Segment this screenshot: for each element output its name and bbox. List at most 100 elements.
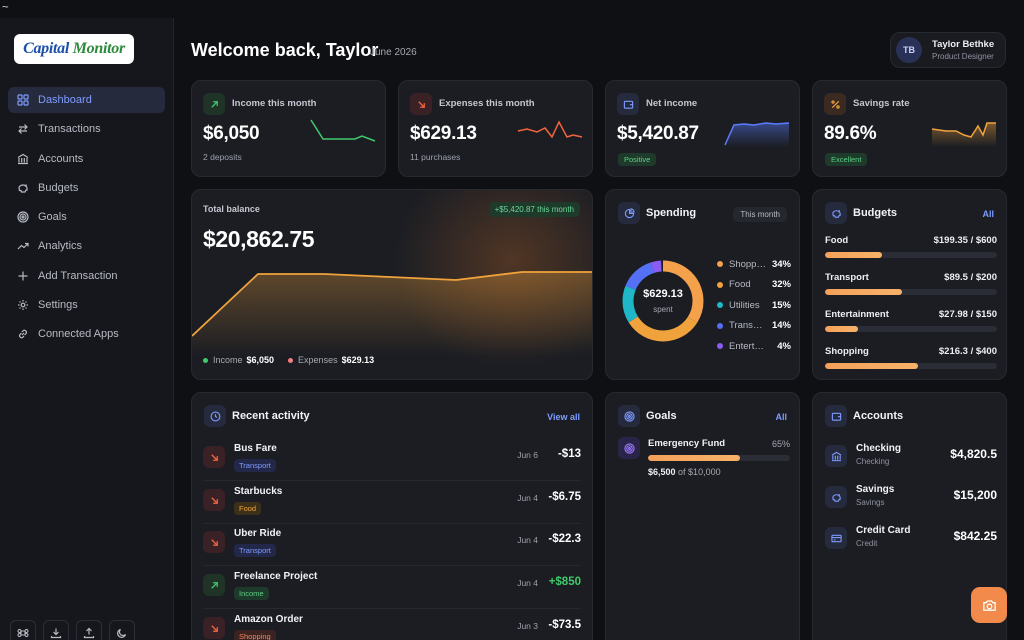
sidebar-item-label: Dashboard	[38, 94, 92, 106]
account-item-savings[interactable]: Savings Savings $15,200	[825, 482, 997, 512]
upload-button[interactable]	[76, 620, 102, 640]
arrow-down-right-icon	[203, 617, 225, 639]
goals-all-link[interactable]: All	[775, 412, 787, 422]
transaction-date: Jun 6	[517, 450, 538, 460]
goals-card: Goals All Emergency Fund 65% $6,500 of $…	[605, 392, 800, 640]
sidebar-item-add-transaction[interactable]: Add Transaction	[8, 263, 165, 289]
spending-legend: Shopping 34% Food 32% Utilities 15% Transpo…	[717, 254, 791, 357]
account-name: Credit Card	[856, 525, 911, 536]
category-badge: Income	[234, 587, 269, 600]
stat-label: Income this month	[232, 98, 317, 109]
sidebar-item-connected-apps[interactable]: Connected Apps	[8, 321, 165, 347]
arrow-down-right-icon	[410, 93, 432, 115]
target-icon	[618, 437, 640, 459]
link-icon	[17, 328, 29, 340]
stat-sub: 2 deposits	[203, 152, 242, 162]
account-name: Checking	[856, 443, 902, 454]
terminal-tilde: ~	[2, 0, 9, 13]
category-badge: Transport	[234, 544, 276, 557]
current-month: June 2026	[370, 47, 417, 58]
user-profile-chip[interactable]: TB Taylor Bethke Product Designer	[890, 32, 1006, 68]
percent-icon	[824, 93, 846, 115]
view-all-link[interactable]: View all	[547, 412, 580, 422]
download-button[interactable]	[43, 620, 69, 640]
sidebar-item-label: Accounts	[38, 152, 84, 165]
sidebar-item-label: Add Transaction	[38, 269, 118, 282]
account-type: Credit	[856, 539, 878, 548]
transaction-date: Jun 3	[517, 621, 538, 631]
credit-card-icon	[825, 527, 847, 549]
sidebar-item-accounts[interactable]: Accounts	[8, 146, 165, 172]
sidebar-item-settings[interactable]: Settings	[8, 292, 165, 318]
sidebar: Capital Monitor Dashboard Transactions A…	[0, 18, 174, 640]
logo-text-monitor: Monitor	[72, 40, 125, 57]
camera-icon	[982, 599, 996, 611]
stat-value: $629.13	[410, 123, 477, 144]
balance-value: $20,862.75	[203, 226, 315, 252]
category-badge: Food	[234, 502, 262, 515]
theme-toggle-button[interactable]	[109, 620, 135, 640]
transaction-amount: -$13	[557, 448, 581, 460]
sidebar-item-analytics[interactable]: Analytics	[8, 233, 165, 259]
account-item-credit-card[interactable]: Credit Card Credit $842.25	[825, 523, 997, 553]
sidebar-item-dashboard[interactable]: Dashboard	[8, 87, 165, 113]
table-row[interactable]: Starbucks Food Jun 4 -$6.75	[203, 482, 581, 524]
camera-fab-button[interactable]	[971, 587, 1007, 623]
transaction-amount: -$73.5	[548, 619, 581, 631]
clock-icon	[204, 405, 226, 427]
user-role: Product Designer	[932, 52, 994, 61]
card-title: Budgets	[853, 207, 897, 219]
goal-name: Emergency Fund	[648, 438, 726, 449]
spending-card: Spending This month $629.13 spent Shoppi…	[605, 189, 800, 380]
status-badge: Positive	[618, 153, 657, 166]
stat-label: Net income	[646, 98, 698, 109]
account-item-checking[interactable]: Checking Checking $4,820.5	[825, 441, 997, 471]
stat-sub: 11 purchases	[410, 152, 461, 162]
arrow-up-right-icon	[203, 574, 225, 596]
transaction-amount: +$850	[548, 576, 581, 588]
budget-item-shopping[interactable]: Shopping $216.3 / $400	[825, 346, 997, 369]
table-row[interactable]: Freelance Project Income Jun 4 +$850	[203, 567, 581, 609]
budgets-all-link[interactable]: All	[982, 209, 994, 219]
upload-icon	[83, 627, 95, 639]
table-row[interactable]: Bus Fare Transport Jun 6 -$13	[203, 439, 581, 481]
recent-activity-card: Recent activity View all Bus Fare Transp…	[191, 392, 593, 640]
status-badge: Excellent	[825, 153, 868, 166]
list-item: Transport 14%	[717, 316, 791, 337]
command-icon	[17, 629, 29, 637]
stat-label: Savings rate	[853, 98, 910, 109]
arrows-swap-icon	[17, 123, 29, 135]
sidebar-item-transactions[interactable]: Transactions	[8, 116, 165, 142]
moon-icon	[117, 628, 127, 638]
transaction-name: Starbucks	[234, 486, 283, 497]
sidebar-item-label: Connected Apps	[38, 328, 119, 341]
wallet-icon	[617, 93, 639, 115]
savings-rate-stat-card: Savings rate 89.6% Excellent	[812, 80, 1007, 177]
arrow-up-right-icon	[203, 93, 225, 115]
sidebar-nav: Dashboard Transactions Accounts Budgets …	[8, 87, 165, 351]
sidebar-item-budgets[interactable]: Budgets	[8, 175, 165, 201]
command-button[interactable]	[10, 620, 36, 640]
sidebar-item-label: Transactions	[38, 123, 101, 136]
app-logo[interactable]: Capital Monitor	[14, 34, 134, 64]
budget-item-transport[interactable]: Transport $89.5 / $200	[825, 272, 997, 295]
period-selector[interactable]: This month	[733, 207, 787, 222]
user-name: Taylor Bethke	[932, 39, 995, 50]
plus-icon	[17, 270, 29, 282]
table-row[interactable]: Uber Ride Transport Jun 4 -$22.3	[203, 524, 581, 566]
page-title: Welcome back, Taylor	[191, 40, 379, 60]
logo-text-capital: Capital	[23, 40, 70, 57]
transaction-date: Jun 4	[517, 578, 538, 588]
transaction-amount: -$6.75	[548, 491, 581, 503]
budget-item-entertainment[interactable]: Entertainment $27.98 / $150	[825, 309, 997, 332]
sidebar-item-goals[interactable]: Goals	[8, 204, 165, 230]
balance-label: Total balance	[203, 204, 260, 214]
goal-amount: $6,500 of $10,000	[648, 467, 721, 477]
bank-icon	[825, 445, 847, 467]
stat-value: $6,050	[203, 123, 260, 144]
piggy-bank-icon	[825, 202, 847, 224]
card-title: Goals	[646, 410, 677, 422]
table-row[interactable]: Amazon Order Shopping Jun 3 -$73.5	[203, 610, 581, 640]
budget-item-food[interactable]: Food $199.35 / $600	[825, 235, 997, 258]
account-name: Savings	[856, 484, 895, 495]
